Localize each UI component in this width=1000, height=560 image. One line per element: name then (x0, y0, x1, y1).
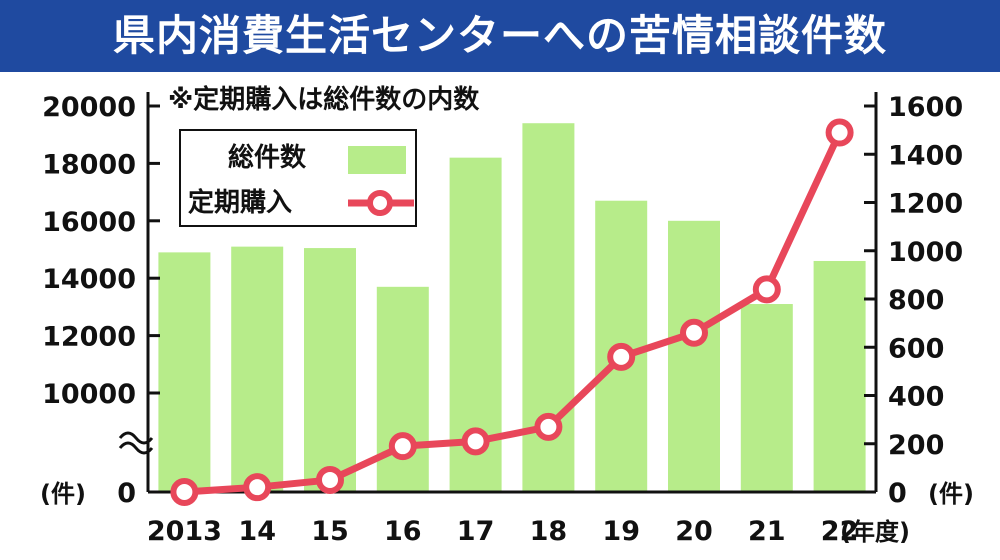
x-axis-unit: (年度) (840, 518, 910, 546)
right-tick-label-200: 200 (888, 430, 944, 461)
x-tick-label-16: 16 (384, 516, 422, 547)
point-subscription-17 (461, 427, 490, 456)
point-subscription-2013 (170, 478, 199, 506)
left-tick-label-14000: 14000 (42, 264, 136, 295)
x-tick-label-21: 21 (748, 516, 786, 547)
line-subscription (184, 131, 843, 496)
legend-subscription-label: 定期購入 (188, 187, 292, 218)
x-tick-label-2013: 2013 (147, 516, 222, 547)
right-tick-label-1600: 1600 (888, 92, 963, 123)
x-tick-label-20: 20 (675, 516, 713, 547)
labels-group: 0 10000 12000 14000 16000 18000 20000 (件) 0 200 40… (40, 92, 974, 547)
x-tick-label-18: 18 (530, 516, 568, 547)
left-tick-label-0: 0 (117, 478, 136, 509)
legend-subscription-marker (367, 190, 393, 216)
x-tick-label-17: 17 (457, 516, 495, 547)
line-series-group (170, 118, 854, 506)
right-tick-label-600: 600 (888, 333, 944, 364)
left-tick-label-12000: 12000 (42, 322, 136, 353)
axis-break-mark-1 (118, 431, 154, 445)
right-tick-label-400: 400 (888, 382, 944, 413)
legend-total-swatch (348, 146, 406, 174)
point-subscription-19 (607, 342, 636, 371)
point-subscription-21 (752, 275, 781, 304)
bar-total-2013 (158, 252, 211, 492)
right-tick-label-1000: 1000 (888, 237, 963, 268)
right-tick-label-1200: 1200 (888, 189, 963, 220)
note-text: ※定期購入は総件数の内数 (168, 84, 480, 115)
bar-total-22 (813, 260, 866, 492)
left-tick-label-16000: 16000 (42, 207, 136, 238)
point-subscription-18 (534, 412, 563, 441)
right-axis-unit: (件) (928, 480, 974, 508)
x-tick-label-19: 19 (602, 516, 640, 547)
x-tick-label-14: 14 (238, 516, 276, 547)
left-tick-label-18000: 18000 (42, 149, 136, 180)
left-tick-label-20000: 20000 (42, 92, 136, 123)
bar-total-15 (304, 248, 356, 492)
left-tick-label-10000: 10000 (42, 379, 136, 410)
bar-total-20 (668, 220, 720, 493)
right-tick-label-0: 0 (888, 478, 907, 509)
bar-total-16 (376, 286, 429, 492)
right-tick-label-800: 800 (888, 285, 944, 316)
right-tick-label-1400: 1400 (888, 140, 963, 171)
bar-total-14 (231, 246, 284, 492)
chart-svg: 0 10000 12000 14000 16000 18000 20000 (件) 0 200 40… (40, 84, 974, 547)
point-subscription-22 (825, 118, 854, 147)
chart-title: 県内消費生活センターへの苦情相談件数 (0, 0, 1000, 72)
x-tick-label-22: 22 (821, 516, 859, 547)
bar-total-21 (740, 304, 793, 492)
point-subscription-14 (243, 473, 272, 502)
legend: 総件数 定期購入 (179, 129, 417, 227)
x-tick-label-15: 15 (311, 516, 349, 547)
legend-total-label: 総件数 (228, 142, 307, 173)
point-subscription-20 (680, 318, 708, 347)
point-subscription-15 (316, 465, 344, 494)
axis-break-mark-2 (118, 441, 154, 455)
point-subscription-16 (388, 432, 417, 461)
left-axis-unit: (件) (40, 480, 86, 508)
